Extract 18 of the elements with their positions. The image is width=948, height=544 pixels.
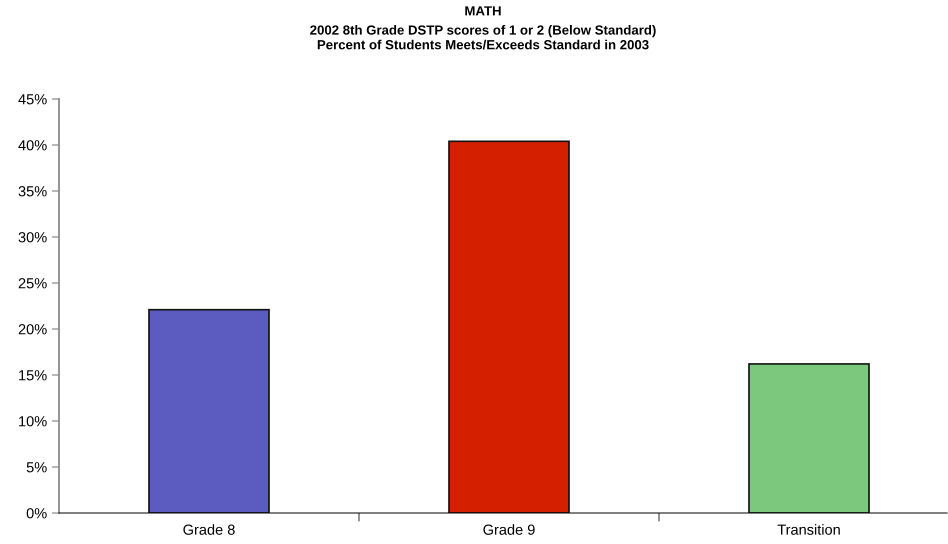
x-tick-label: Grade 9 <box>483 524 535 535</box>
y-tick-label: 5% <box>26 462 47 472</box>
y-tick-label: 30% <box>18 232 47 242</box>
bar <box>748 363 870 513</box>
y-tick-label: 10% <box>19 416 47 426</box>
chart-subtitle: 2002 8th Grade DSTP scores of 1 or 2 (Below Standard) Percent of Students Meets/Exceeds Standard in 2003 <box>310 25 656 50</box>
bar <box>148 308 270 513</box>
bar <box>448 140 570 513</box>
y-tick-label: 0% <box>26 508 47 518</box>
y-tick-label: 20% <box>18 324 47 334</box>
x-tick-label: Grade 8 <box>183 524 235 535</box>
y-tick-label: 45% <box>18 94 47 104</box>
y-tick-label: 40% <box>18 140 47 150</box>
y-tick-label: 25% <box>18 278 47 288</box>
y-tick-label: 35% <box>18 186 47 196</box>
chart-title: MATH <box>465 6 501 16</box>
y-tick-label: 15% <box>19 370 47 380</box>
x-tick-label: Transition <box>778 524 840 535</box>
